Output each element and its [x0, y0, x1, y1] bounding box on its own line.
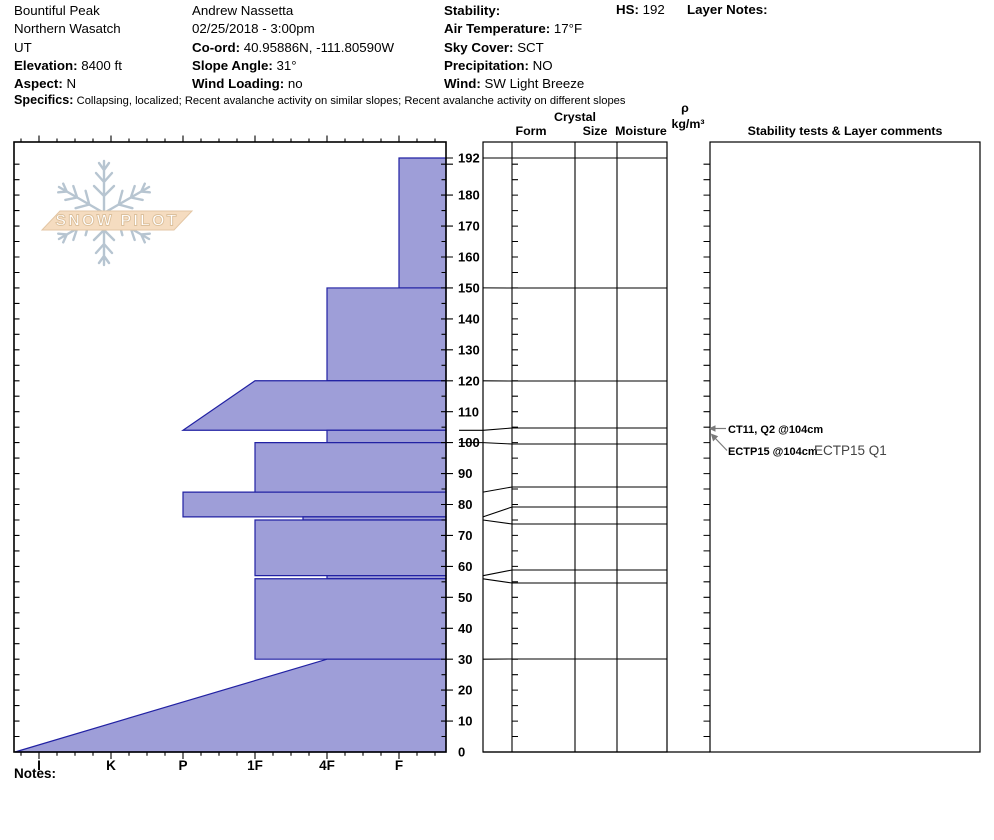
- stability-test-annotation: CT11, Q2 @104cm: [728, 424, 823, 436]
- depth-tick-label: 180: [458, 188, 480, 203]
- snow-layer: [254, 578, 447, 660]
- comments-box: [709, 141, 981, 753]
- pit-location-block: Bountiful Peak Northern Wasatch UT Elevatio…: [14, 2, 122, 94]
- snow-layer: [326, 287, 447, 382]
- specifics-field: Specifics: Collapsing, localized; Recent…: [14, 93, 626, 107]
- depth-tick-label: 10: [458, 714, 472, 729]
- hs-field: HS: 192: [616, 2, 665, 17]
- depth-tick-label: 120: [458, 373, 480, 388]
- header-line: Co-ord: 40.95886N, -111.80590W: [192, 39, 395, 55]
- logo-banner: [40, 210, 194, 231]
- header-line: 02/25/2018 - 3:00pm: [192, 21, 315, 37]
- layer-notes-field: Layer Notes:: [687, 2, 768, 17]
- annotation-arrow-icon: [714, 437, 728, 451]
- header-line: Wind Loading: no: [192, 76, 303, 92]
- logo-text: SNOW PILOT: [55, 213, 178, 230]
- header-line: Air Temperature: 17°F: [444, 21, 583, 37]
- header-line: UT: [14, 39, 32, 55]
- depth-tick-label: 0: [458, 745, 465, 760]
- depth-tick-label: 130: [458, 342, 480, 357]
- depth-tick-label: 100: [458, 435, 480, 450]
- snowflake-icon: [101, 182, 152, 215]
- depth-tick-label: 70: [458, 528, 472, 543]
- layer-row-line: [482, 578, 667, 584]
- hardness-axis-label: K: [106, 758, 116, 773]
- snow-layer: [254, 442, 447, 493]
- column-header-rho: ρ: [681, 101, 689, 115]
- depth-axis-ticks: [14, 157, 453, 738]
- snow-layer: [182, 491, 447, 518]
- depth-tick-label: 20: [458, 683, 472, 698]
- header-line: Wind: SW Light Breeze: [444, 76, 585, 92]
- specifics-label: Specifics:: [14, 93, 74, 107]
- depth-tick-label: 80: [458, 497, 472, 512]
- depth-tick-label: 50: [458, 590, 472, 605]
- snow-layer: [254, 519, 447, 577]
- depth-tick-label: 110: [458, 404, 479, 419]
- column-header-size: Size: [582, 124, 608, 138]
- hardness-axis-label: 4F: [319, 758, 335, 773]
- header-line: Andrew Nassetta: [192, 3, 294, 18]
- annotation-arrowhead-icon: [708, 425, 716, 432]
- hardness-axis-label: F: [395, 758, 403, 773]
- hs-label: HS:: [616, 2, 639, 17]
- column-header-crystal: Crystal: [553, 110, 597, 124]
- weather-block: Stability: Air Temperature: 17°F Sky Cove…: [444, 2, 584, 94]
- depth-tick-label: 60: [458, 559, 472, 574]
- snowflake-icon: [56, 182, 107, 215]
- snowflake-icon: [92, 210, 116, 267]
- depth-tick-label: 150: [458, 281, 480, 296]
- header-line: Precipitation: NO: [444, 58, 553, 74]
- hardness-axis-label: 1F: [247, 758, 263, 773]
- header-line: Stability:: [444, 3, 501, 18]
- notes-label: Notes:: [14, 766, 57, 781]
- stability-test-annotation: ECTP15 Q1: [814, 443, 887, 458]
- header-line: Sky Cover: SCT: [444, 39, 544, 55]
- snow-layer: [14, 658, 447, 753]
- layer-row-line: [482, 519, 667, 525]
- depth-tick-label: 40: [458, 621, 472, 636]
- snow-layer: [326, 429, 447, 444]
- snowpilot-logo: SNOW PILOT: [40, 159, 194, 267]
- hs-value: 192: [642, 2, 665, 17]
- stability-test-annotation: ECTP15 @104cm: [728, 446, 818, 458]
- layer-row-line: [482, 486, 667, 493]
- header-line: Aspect: N: [14, 76, 77, 92]
- depth-tick-label: 140: [458, 312, 480, 327]
- hardness-axis-label: I: [37, 758, 41, 773]
- header-line: Slope Angle: 31°: [192, 58, 297, 74]
- column-header-form: Form: [515, 124, 547, 138]
- snowflake-icon: [92, 159, 116, 216]
- observer-block: Andrew Nassetta 02/25/2018 - 3:00pm Co-ord…: [192, 2, 394, 94]
- depth-tick-label: 170: [458, 219, 480, 234]
- column-header-rho-unit: kg/m³: [671, 117, 705, 131]
- annotation-arrowhead-icon: [710, 433, 719, 442]
- layer-row-line: [459, 427, 667, 431]
- hardness-chart-frame: [13, 141, 447, 753]
- hardness-axis-label: P: [178, 758, 187, 773]
- layer-row-line: [482, 506, 667, 518]
- layer-row-line: [459, 442, 667, 445]
- hardness-axis-ticks: [20, 135, 436, 759]
- header-line: Bountiful Peak: [14, 3, 100, 18]
- layer-row-line: [482, 569, 667, 577]
- depth-tick-label: 192: [458, 151, 480, 166]
- layer-notes-label: Layer Notes:: [687, 2, 768, 17]
- snow-layer: [398, 157, 447, 289]
- depth-tick-label: 30: [458, 652, 472, 667]
- header-line: Elevation: 8400 ft: [14, 58, 122, 74]
- depth-tick-label: 160: [458, 250, 480, 265]
- snow-layer: [181, 380, 447, 431]
- column-header-moisture: Moisture: [615, 124, 667, 138]
- column-header-stability: Stability tests & Layer comments: [747, 124, 943, 138]
- specifics-value: Collapsing, localized; Recent avalanche …: [76, 95, 626, 107]
- depth-tick-label: 90: [458, 466, 472, 481]
- panel-depth-ticks: [512, 163, 710, 738]
- header-line: Northern Wasatch: [14, 21, 121, 37]
